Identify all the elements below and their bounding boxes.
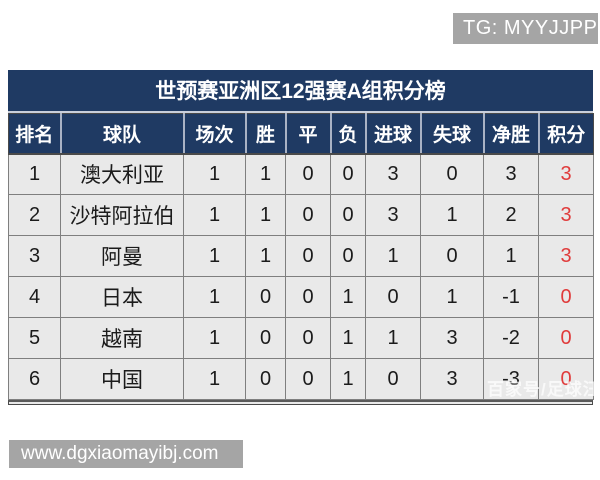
cell-goals-against: 1 xyxy=(420,194,484,236)
col-goal-diff: 净胜 xyxy=(482,113,539,155)
cell-goals-against: 0 xyxy=(420,153,484,195)
cell-goals-against: 1 xyxy=(420,276,484,318)
url-badge: www.dgxiaomayibj.com xyxy=(9,440,243,468)
cell-goal-diff: 1 xyxy=(483,235,539,277)
cell-wins: 0 xyxy=(245,358,286,400)
cell-wins: 0 xyxy=(245,276,286,318)
cell-losses: 1 xyxy=(330,276,366,318)
standings-grid: 排名 球队 场次 胜 平 负 进球 失球 净胜 积分 1 澳大利亚 1 1 0 … xyxy=(8,113,594,400)
cell-rank: 5 xyxy=(8,317,61,359)
cell-wins: 1 xyxy=(245,153,286,195)
cell-played: 1 xyxy=(183,317,246,359)
cell-goals-for: 1 xyxy=(365,235,421,277)
cell-goals-against: 3 xyxy=(420,317,484,359)
table-title: 世预赛亚洲区12强赛A组积分榜 xyxy=(8,70,593,113)
cell-team: 日本 xyxy=(60,276,184,318)
cell-losses: 1 xyxy=(330,317,366,359)
col-goals-for: 进球 xyxy=(364,113,421,155)
cell-wins: 1 xyxy=(245,235,286,277)
tg-badge: TG: MYYJJPP xyxy=(453,13,598,44)
url-badge-text: www.dgxiaomayibj.com xyxy=(21,443,219,464)
cell-goal-diff: -2 xyxy=(483,317,539,359)
col-losses: 负 xyxy=(329,113,366,155)
cell-losses: 0 xyxy=(330,235,366,277)
cell-draws: 0 xyxy=(285,358,331,400)
cell-wins: 0 xyxy=(245,317,286,359)
cell-goals-for: 3 xyxy=(365,153,421,195)
cell-goals-against: 0 xyxy=(420,235,484,277)
cell-played: 1 xyxy=(183,153,246,195)
cell-rank: 4 xyxy=(8,276,61,318)
cell-goals-for: 1 xyxy=(365,317,421,359)
cell-goal-diff: 2 xyxy=(483,194,539,236)
cell-goals-for: 3 xyxy=(365,194,421,236)
standings-table: 世预赛亚洲区12强赛A组积分榜 排名 球队 场次 胜 平 负 进球 失球 净胜 … xyxy=(8,70,594,405)
cell-points: 0 xyxy=(538,317,594,359)
cell-rank: 6 xyxy=(8,358,61,400)
cell-played: 1 xyxy=(183,276,246,318)
col-rank: 排名 xyxy=(8,113,61,155)
table-row: 2 沙特阿拉伯 1 1 0 0 3 1 2 3 xyxy=(8,194,594,236)
cell-goals-for: 0 xyxy=(365,276,421,318)
table-row: 1 澳大利亚 1 1 0 0 3 0 3 3 xyxy=(8,153,594,195)
table-row: 6 中国 1 0 0 1 0 3 -3 0 xyxy=(8,358,594,400)
cell-team: 阿曼 xyxy=(60,235,184,277)
table-row: 5 越南 1 0 0 1 1 3 -2 0 xyxy=(8,317,594,359)
cell-team: 沙特阿拉伯 xyxy=(60,194,184,236)
col-points: 积分 xyxy=(537,113,594,155)
cell-goal-diff: -3 xyxy=(483,358,539,400)
cell-played: 1 xyxy=(183,194,246,236)
col-wins: 胜 xyxy=(244,113,286,155)
cell-wins: 1 xyxy=(245,194,286,236)
cell-rank: 2 xyxy=(8,194,61,236)
col-goals-against: 失球 xyxy=(419,113,484,155)
cell-losses: 0 xyxy=(330,194,366,236)
cell-points: 3 xyxy=(538,235,594,277)
cell-goals-for: 0 xyxy=(365,358,421,400)
header-row: 排名 球队 场次 胜 平 负 进球 失球 净胜 积分 xyxy=(8,113,594,155)
cell-goal-diff: -1 xyxy=(483,276,539,318)
cell-points: 3 xyxy=(538,194,594,236)
col-draws: 平 xyxy=(284,113,331,155)
col-team: 球队 xyxy=(59,113,184,155)
cell-points: 3 xyxy=(538,153,594,195)
cell-draws: 0 xyxy=(285,317,331,359)
table-row: 3 阿曼 1 1 0 0 1 0 1 3 xyxy=(8,235,594,277)
cell-goals-against: 3 xyxy=(420,358,484,400)
cell-played: 1 xyxy=(183,235,246,277)
cell-draws: 0 xyxy=(285,235,331,277)
col-played: 场次 xyxy=(182,113,246,155)
cell-rank: 3 xyxy=(8,235,61,277)
cell-points: 0 xyxy=(538,276,594,318)
table-row: 4 日本 1 0 0 1 0 1 -1 0 xyxy=(8,276,594,318)
cell-team: 越南 xyxy=(60,317,184,359)
tg-badge-text: TG: MYYJJPP xyxy=(463,17,598,39)
cell-losses: 1 xyxy=(330,358,366,400)
cut-off-row xyxy=(8,400,593,405)
cell-draws: 0 xyxy=(285,153,331,195)
cell-goal-diff: 3 xyxy=(483,153,539,195)
cell-draws: 0 xyxy=(285,194,331,236)
cell-rank: 1 xyxy=(8,153,61,195)
cell-draws: 0 xyxy=(285,276,331,318)
cell-team: 澳大利亚 xyxy=(60,153,184,195)
cell-losses: 0 xyxy=(330,153,366,195)
cell-team: 中国 xyxy=(60,358,184,400)
cell-points: 0 xyxy=(538,358,594,400)
cell-played: 1 xyxy=(183,358,246,400)
